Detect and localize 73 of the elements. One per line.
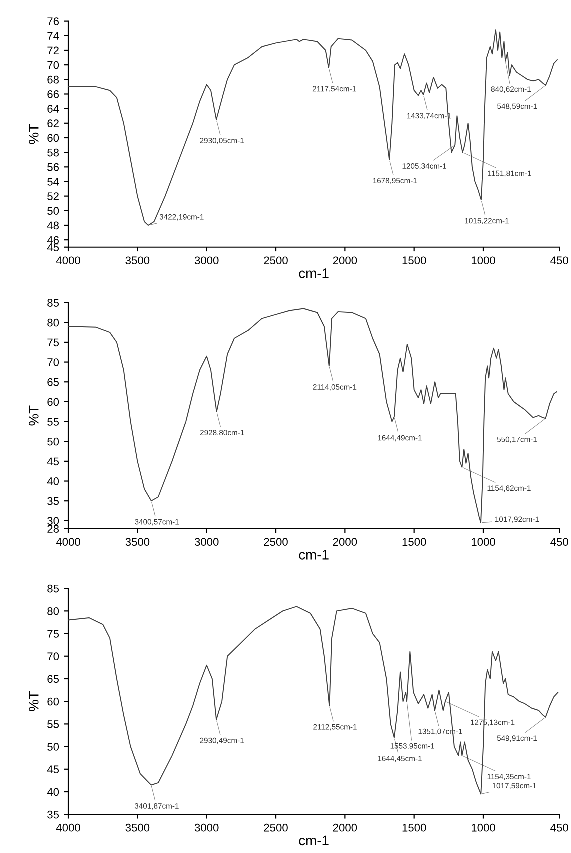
y-tick-label: 28: [48, 525, 60, 533]
y-tick-label: 48: [47, 222, 60, 230]
y-tick-label: 46: [47, 236, 60, 244]
y-axis-title: %T: [29, 124, 39, 144]
x-tick-label: 4000: [56, 824, 80, 832]
y-tick-label: 64: [48, 105, 60, 113]
y-tick-label: 70: [48, 358, 60, 366]
y-tick-label: 85: [48, 584, 60, 593]
y-tick-label: 65: [48, 378, 60, 386]
x-tick-label: 1000: [472, 256, 496, 265]
x-tick-label: 1500: [402, 538, 426, 546]
y-axis-title: %T: [29, 406, 39, 426]
x-axis-title: cm-1: [299, 836, 329, 846]
y-tick-label: 56: [48, 163, 60, 172]
y-tick-label: 80: [48, 318, 60, 327]
x-tick-label: 3500: [126, 256, 150, 265]
y-tick-label: 76: [48, 18, 60, 26]
y-tick-label: 65: [48, 675, 60, 684]
y-tick-label: 35: [48, 497, 60, 506]
y-tick-label: 70: [48, 652, 60, 661]
x-tick-label: 2000: [333, 538, 358, 546]
y-tick-label: 60: [48, 398, 60, 406]
x-tick-label: 450: [550, 824, 568, 832]
y-tick-label: 45: [47, 244, 60, 252]
y-tick-label: 55: [48, 720, 60, 728]
x-tick-label: 2500: [264, 824, 288, 832]
x-tick-label: 4000: [56, 256, 80, 265]
y-tick-label: 52: [48, 192, 59, 200]
y-tick-label: 75: [48, 630, 60, 638]
x-tick-label: 1000: [472, 824, 496, 832]
y-tick-label: 30: [48, 517, 60, 526]
x-tick-label: 1500: [402, 824, 426, 832]
x-tick-label: 3500: [126, 538, 150, 546]
x-tick-label: 4000: [56, 538, 80, 546]
x-tick-label: 2500: [264, 256, 288, 265]
y-tick-label: 74: [48, 32, 60, 40]
y-tick-label: 80: [48, 607, 60, 616]
x-tick-label: 1000: [472, 538, 496, 546]
x-tick-label: 3500: [126, 824, 150, 832]
x-tick-label: 450: [550, 538, 568, 546]
line-series: [68, 606, 559, 795]
y-tick-label: 60: [48, 698, 60, 706]
y-tick-label: 66: [48, 90, 60, 98]
y-tick-label: 40: [47, 788, 60, 796]
y-tick-label: 62: [48, 120, 59, 128]
x-tick-label: 3000: [194, 256, 219, 265]
y-tick-label: 60: [48, 134, 60, 142]
y-tick-label: 72: [48, 46, 59, 55]
y-tick-label: 50: [48, 438, 60, 446]
x-tick-label: 2500: [264, 538, 288, 546]
y-tick-label: 55: [48, 418, 60, 426]
line-series: [68, 30, 558, 226]
x-tick-label: 1500: [402, 256, 426, 265]
y-tick-label: 75: [48, 338, 60, 347]
y-tick-label: 45: [47, 458, 60, 466]
x-tick-label: 2000: [333, 824, 358, 832]
x-tick-label: 3000: [194, 824, 219, 832]
y-tick-label: 85: [48, 299, 60, 307]
y-tick-label: 50: [48, 743, 60, 751]
y-tick-label: 54: [48, 178, 60, 186]
x-tick-label: 450: [550, 256, 568, 265]
x-tick-label: 3000: [194, 538, 219, 546]
y-tick-label: 70: [48, 61, 60, 70]
x-axis-title: cm-1: [299, 268, 329, 278]
y-tick-label: 40: [47, 478, 60, 486]
y-tick-label: 45: [47, 766, 60, 774]
y-tick-label: 35: [48, 810, 60, 819]
x-axis-title: cm-1: [299, 550, 329, 560]
y-tick-label: 68: [48, 76, 60, 84]
x-tick-label: 2000: [333, 256, 358, 265]
y-tick-label: 50: [48, 207, 60, 216]
y-tick-label: 58: [48, 148, 60, 157]
y-axis-title: %T: [29, 691, 39, 712]
